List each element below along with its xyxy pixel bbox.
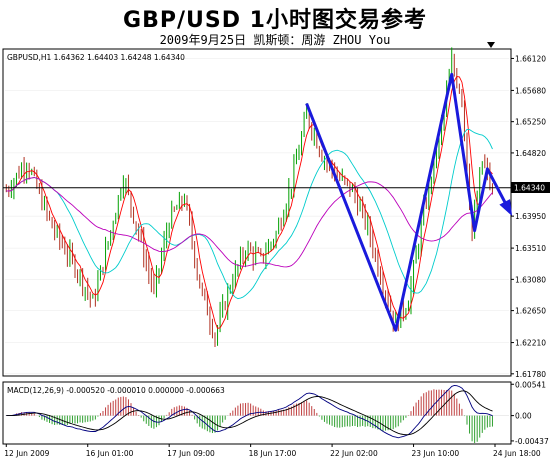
time-tick-label: 16 Jun 01:00 [86,449,134,458]
price-tick-label: 1.65250 [515,118,546,127]
time-tick-label: 22 Jun 02:00 [330,449,378,458]
moving-average-medium [6,129,493,300]
time-tick-label: 18 Jun 17:00 [249,449,297,458]
time-tick-label: 24 Jun 18:00 [493,449,541,458]
price-axis-ticks: 1.66120 1.65680 1.65250 1.64820 1.63950 1.635… [511,54,546,379]
price-panel-frame [2,48,512,377]
macd-tick-label: 0.00541 [515,380,546,389]
price-tick-label: 1.66120 [515,54,546,63]
macd-axis-ticks: 0.00541 0.00 -0.00437 [511,380,549,446]
price-tick-label: 1.63080 [515,275,546,284]
price-tick-label: 1.63510 [515,244,546,253]
macd-signal-line [6,390,493,436]
moving-average-lines [6,76,493,329]
moving-average-fast [6,76,493,329]
macd-panel-header: MACD(12,26,9) -0.000520 -0.000010 0.0000… [7,386,225,395]
macd-series [6,385,493,444]
macd-tick-label: 0.00 [515,412,532,421]
time-tick-label: 12 Jun 2009 [4,449,49,458]
price-grid [5,58,509,375]
current-price-box [511,182,550,193]
price-tick-label: 1.62650 [515,307,546,316]
trend-annotation [305,72,513,332]
price-tick-label: 1.62210 [515,339,546,348]
chart-subtitle: 2009年9月25日 凯斯顿：周游 ZHOU You [159,33,391,47]
time-axis-ticks: 12 Jun 2009 16 Jun 01:00 17 Jun 09:00 18 Ju… [4,444,541,458]
price-tick-label: 1.65680 [515,86,546,95]
macd-line [6,385,493,439]
trend-zigzag [305,72,512,332]
time-tick-label: 23 Jun 10:00 [412,449,460,458]
price-tick-label: 1.63950 [515,212,546,221]
chart-shift-marker-icon [487,42,495,48]
current-price-label: 1.64340 [514,184,545,193]
chart-title: GBP/USD 1小时图交易参考 [123,8,427,33]
time-tick-label: 17 Jun 09:00 [167,449,215,458]
moving-average-slow [6,177,493,268]
price-tick-label: 1.61780 [515,370,546,379]
price-tick-label: 1.64820 [515,149,546,158]
macd-tick-label: -0.00437 [515,437,549,446]
arrow-head-icon [499,199,513,217]
price-panel-header: GBPUSD,H1 1.64362 1.64403 1.64248 1.6434… [7,53,185,62]
